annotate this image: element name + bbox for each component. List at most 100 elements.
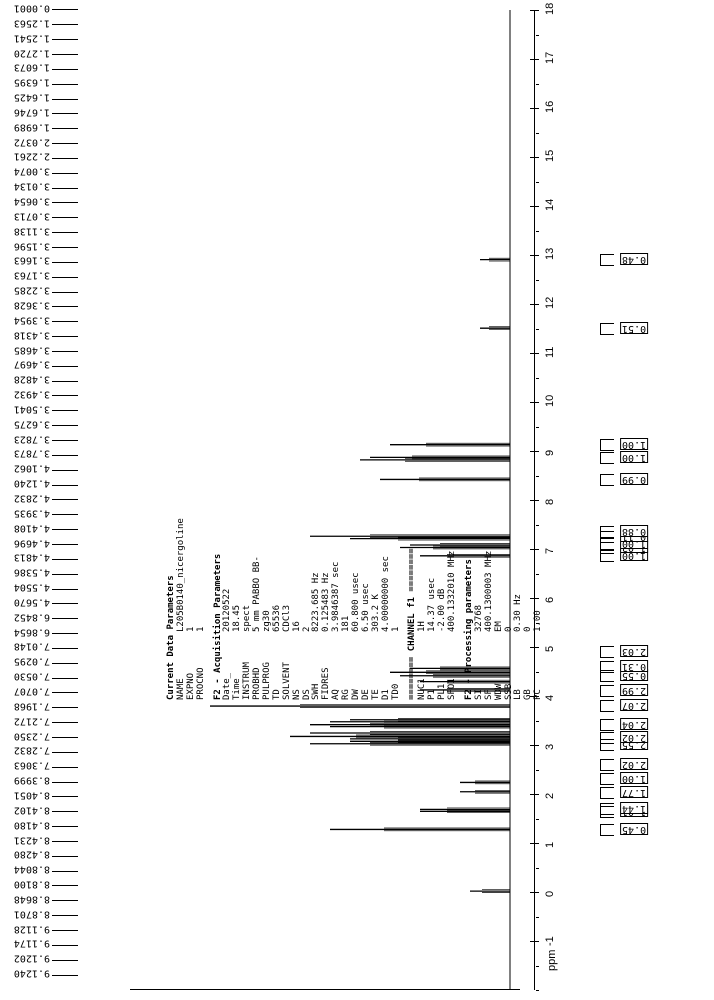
peak-label-text: 3.0713 [2, 210, 50, 222]
peak-label: 8.4051 [2, 789, 62, 804]
param-value: 400.1300003 MHz [485, 551, 495, 632]
peak-tick [52, 499, 78, 500]
peak-tick [52, 559, 78, 560]
peak-label-text: 1.2563 [2, 17, 50, 29]
peak-label: 1.2541 [2, 32, 62, 47]
nmr-figure: 0.00011.25631.25411.27201.60731.63951.64… [0, 0, 714, 1000]
param-row: TE303.2 K [372, 400, 382, 700]
integration-bracket [600, 824, 614, 836]
param-row: Date_20120522 [223, 400, 233, 700]
peak-label: 4.4813 [2, 551, 62, 566]
param-section-header: ======== CHANNEL f1 ======== [408, 400, 418, 700]
param-row: NUC11H [418, 400, 428, 700]
peak-label-text: 4.1062 [2, 462, 50, 474]
peak-label-text: 1.2541 [2, 32, 50, 44]
peak-label: 7.2832 [2, 744, 62, 759]
peak-label: 8.3999 [2, 774, 62, 789]
param-row: TD65536 [273, 400, 283, 700]
peak-label-text: 4.5504 [2, 581, 50, 593]
acquisition-parameters: Current Data Parameters NAMEL205B0140_ni… [160, 400, 544, 700]
axis-tick-label: 17 [544, 52, 556, 64]
peak-tick [52, 306, 78, 307]
peak-label-text: 3.2285 [2, 284, 50, 296]
peak-tick [52, 395, 78, 396]
peak-label-text: 8.8044 [2, 863, 50, 875]
peak-label: 7.0295 [2, 655, 62, 670]
axis-tick-label: -1 [544, 936, 556, 946]
peak-label-text: 4.5386 [2, 566, 50, 578]
param-row: LB0.30 Hz [514, 400, 524, 700]
peak-label-text: 3.4318 [2, 329, 50, 341]
axis-tick-label: 13 [544, 248, 556, 260]
peak-label-text: 4.4108 [2, 522, 50, 534]
peak-label-text: 9.1174 [2, 937, 50, 949]
peak-label-text: 6.8654 [2, 626, 50, 638]
peak-label-text: 3.3628 [2, 299, 50, 311]
axis-tick-label: 14 [544, 199, 556, 211]
peak-tick [52, 440, 78, 441]
peak-label-text: 3.1763 [2, 269, 50, 281]
peak-label: 3.1763 [2, 269, 62, 284]
peak-label: 8.8100 [2, 878, 62, 893]
axis-tick-label: 4 [544, 695, 556, 701]
ppm-axis: -10123456789101112131415161718ppm [540, 10, 580, 990]
param-row: PROCNO1 [197, 400, 207, 700]
peak-tick [52, 960, 78, 961]
peak-label: 8.8648 [2, 893, 62, 908]
peak-tick [52, 782, 78, 783]
peak-tick [52, 277, 78, 278]
integration-value: 1.00 [620, 438, 648, 450]
param-row: DE6.50 usec [362, 400, 372, 700]
peak-label: 4.5504 [2, 581, 62, 596]
peak-tick [52, 841, 78, 842]
peak-tick [52, 113, 78, 114]
peak-tick [52, 885, 78, 886]
integration-value: 2.04 [620, 718, 648, 730]
integration-value: 2.07 [620, 699, 648, 711]
peak-label: 3.4697 [2, 358, 62, 373]
peak-label-text: 8.4280 [2, 848, 50, 860]
param-key: SFO1 [448, 646, 458, 700]
peak-tick [52, 366, 78, 367]
integration-value: 0.31 [620, 660, 648, 672]
peak-label-text: 7.0707 [2, 685, 50, 697]
peak-label: 3.0654 [2, 195, 62, 210]
axis-tick-label: 18 [544, 3, 556, 15]
peak-label: 4.5386 [2, 566, 62, 581]
peak-label: 6.8654 [2, 626, 62, 641]
peak-label-text: 1.6073 [2, 61, 50, 73]
peak-label: 3.1596 [2, 240, 62, 255]
peak-label-text: 3.4685 [2, 344, 50, 356]
param-value: 4.00000000 sec [382, 556, 392, 632]
peak-label: 3.3628 [2, 299, 62, 314]
peak-tick [52, 603, 78, 604]
integration-labels: 0.451.011.441.771.002.022.552.022.042.07… [600, 10, 710, 990]
peak-label-text: 4.1240 [2, 477, 50, 489]
peak-label: 3.7873 [2, 447, 62, 462]
peak-tick [52, 930, 78, 931]
peak-tick [52, 633, 78, 634]
integration-bracket [600, 719, 614, 731]
integration-value: 0.45 [620, 823, 648, 835]
peak-label-text: 3.0654 [2, 195, 50, 207]
peak-label: 9.1240 [2, 967, 62, 982]
peak-tick [52, 410, 78, 411]
peak-label-text: 3.4697 [2, 358, 50, 370]
peak-label: 9.1174 [2, 937, 62, 952]
integration-value: 0.88 [620, 525, 648, 537]
peak-tick [52, 321, 78, 322]
param-section-header: F2 - Processing parameters [465, 400, 475, 700]
param-value: 1 [392, 627, 402, 632]
axis-tick-label: 2 [544, 793, 556, 799]
param-key: TD0 [392, 646, 402, 700]
param-row: SF400.1300003 MHz [485, 400, 495, 700]
peak-tick [52, 173, 78, 174]
peak-label: 3.2285 [2, 284, 62, 299]
peak-label: 3.5041 [2, 403, 62, 418]
peak-label-text: 3.1596 [2, 240, 50, 252]
peak-tick [52, 663, 78, 664]
axis-tick-label: 7 [544, 548, 556, 554]
peak-label-text: 3.3954 [2, 314, 50, 326]
peak-label-text: 9.1202 [2, 952, 50, 964]
peak-label: 3.1138 [2, 225, 62, 240]
